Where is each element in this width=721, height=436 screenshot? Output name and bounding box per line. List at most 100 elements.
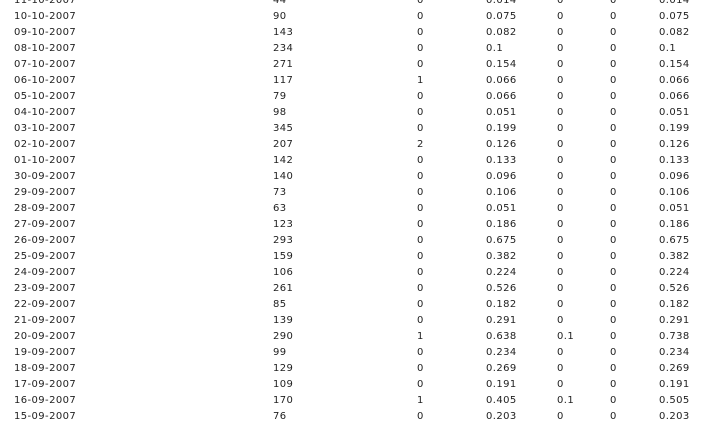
value-cell: 0.133 <box>486 155 517 166</box>
count-cell: 76 <box>273 411 287 422</box>
date-cell: 30-09-2007 <box>14 171 77 182</box>
date-cell: 07-10-2007 <box>14 59 77 70</box>
value-cell: 0 <box>417 123 424 134</box>
count-cell: 345 <box>273 123 294 134</box>
value-cell: 0 <box>610 283 617 294</box>
value-cell: 0 <box>417 363 424 374</box>
date-cell: 01-10-2007 <box>14 155 77 166</box>
value-cell: 0 <box>417 219 424 230</box>
value-cell: 0 <box>417 43 424 54</box>
value-cell: 0.203 <box>486 411 517 422</box>
count-cell: 271 <box>273 59 294 70</box>
date-cell: 22-09-2007 <box>14 299 77 310</box>
value-cell: 0.182 <box>486 299 517 310</box>
date-cell: 17-09-2007 <box>14 379 77 390</box>
total-cell: 0.738 <box>659 331 690 342</box>
date-cell: 23-09-2007 <box>14 283 77 294</box>
total-cell: 0.505 <box>659 395 690 406</box>
value-cell: 1 <box>417 75 424 86</box>
value-cell: 0.199 <box>486 123 517 134</box>
value-cell: 0 <box>557 187 564 198</box>
date-cell: 02-10-2007 <box>14 139 77 150</box>
value-cell: 0.382 <box>486 251 517 262</box>
date-cell: 03-10-2007 <box>14 123 77 134</box>
count-cell: 142 <box>273 155 294 166</box>
value-cell: 0 <box>557 11 564 22</box>
value-cell: 0.291 <box>486 315 517 326</box>
count-cell: 73 <box>273 187 287 198</box>
date-cell: 19-09-2007 <box>14 347 77 358</box>
value-cell: 0 <box>610 187 617 198</box>
value-cell: 0 <box>417 107 424 118</box>
value-cell: 0 <box>610 299 617 310</box>
value-cell: 0 <box>610 347 617 358</box>
total-cell: 0.014 <box>659 0 690 6</box>
value-cell: 0 <box>610 0 617 6</box>
value-cell: 0 <box>417 251 424 262</box>
total-cell: 0.106 <box>659 187 690 198</box>
value-cell: 0 <box>417 267 424 278</box>
total-cell: 0.382 <box>659 251 690 262</box>
total-cell: 0.133 <box>659 155 690 166</box>
count-cell: 106 <box>273 267 294 278</box>
value-cell: 0 <box>610 43 617 54</box>
value-cell: 0 <box>610 139 617 150</box>
value-cell: 0.224 <box>486 267 517 278</box>
value-cell: 0 <box>557 123 564 134</box>
value-cell: 0.126 <box>486 139 517 150</box>
value-cell: 0 <box>557 299 564 310</box>
date-cell: 10-10-2007 <box>14 11 77 22</box>
total-cell: 0.1 <box>659 43 677 54</box>
total-cell: 0.224 <box>659 267 690 278</box>
count-cell: 90 <box>273 11 287 22</box>
value-cell: 0 <box>610 267 617 278</box>
value-cell: 0 <box>610 155 617 166</box>
date-cell: 04-10-2007 <box>14 107 77 118</box>
total-cell: 0.291 <box>659 315 690 326</box>
count-cell: 109 <box>273 379 294 390</box>
date-cell: 29-09-2007 <box>14 187 77 198</box>
date-cell: 27-09-2007 <box>14 219 77 230</box>
value-cell: 0 <box>610 107 617 118</box>
value-cell: 0 <box>557 43 564 54</box>
value-cell: 0 <box>417 155 424 166</box>
count-cell: 129 <box>273 363 294 374</box>
date-cell: 08-10-2007 <box>14 43 77 54</box>
count-cell: 140 <box>273 171 294 182</box>
value-cell: 0 <box>417 347 424 358</box>
value-cell: 0 <box>557 283 564 294</box>
value-cell: 0 <box>610 11 617 22</box>
total-cell: 0.066 <box>659 91 690 102</box>
count-cell: 123 <box>273 219 294 230</box>
date-cell: 06-10-2007 <box>14 75 77 86</box>
date-cell: 18-09-2007 <box>14 363 77 374</box>
value-cell: 0 <box>557 0 564 6</box>
value-cell: 0 <box>610 331 617 342</box>
value-cell: 0.675 <box>486 235 517 246</box>
total-cell: 0.203 <box>659 411 690 422</box>
value-cell: 0 <box>610 411 617 422</box>
value-cell: 0 <box>557 363 564 374</box>
value-cell: 0.051 <box>486 107 517 118</box>
value-cell: 0 <box>417 235 424 246</box>
value-cell: 0.096 <box>486 171 517 182</box>
date-cell: 11-10-2007 <box>14 0 77 6</box>
total-cell: 0.154 <box>659 59 690 70</box>
count-cell: 159 <box>273 251 294 262</box>
value-cell: 0 <box>417 283 424 294</box>
date-cell: 28-09-2007 <box>14 203 77 214</box>
count-cell: 234 <box>273 43 294 54</box>
value-cell: 0 <box>417 27 424 38</box>
total-cell: 0.675 <box>659 235 690 246</box>
total-cell: 0.066 <box>659 75 690 86</box>
total-cell: 0.269 <box>659 363 690 374</box>
value-cell: 0 <box>557 75 564 86</box>
date-cell: 05-10-2007 <box>14 91 77 102</box>
value-cell: 0 <box>557 251 564 262</box>
value-cell: 0.234 <box>486 347 517 358</box>
date-cell: 09-10-2007 <box>14 27 77 38</box>
value-cell: 0 <box>557 411 564 422</box>
value-cell: 0 <box>557 171 564 182</box>
value-cell: 0 <box>417 59 424 70</box>
total-cell: 0.182 <box>659 299 690 310</box>
